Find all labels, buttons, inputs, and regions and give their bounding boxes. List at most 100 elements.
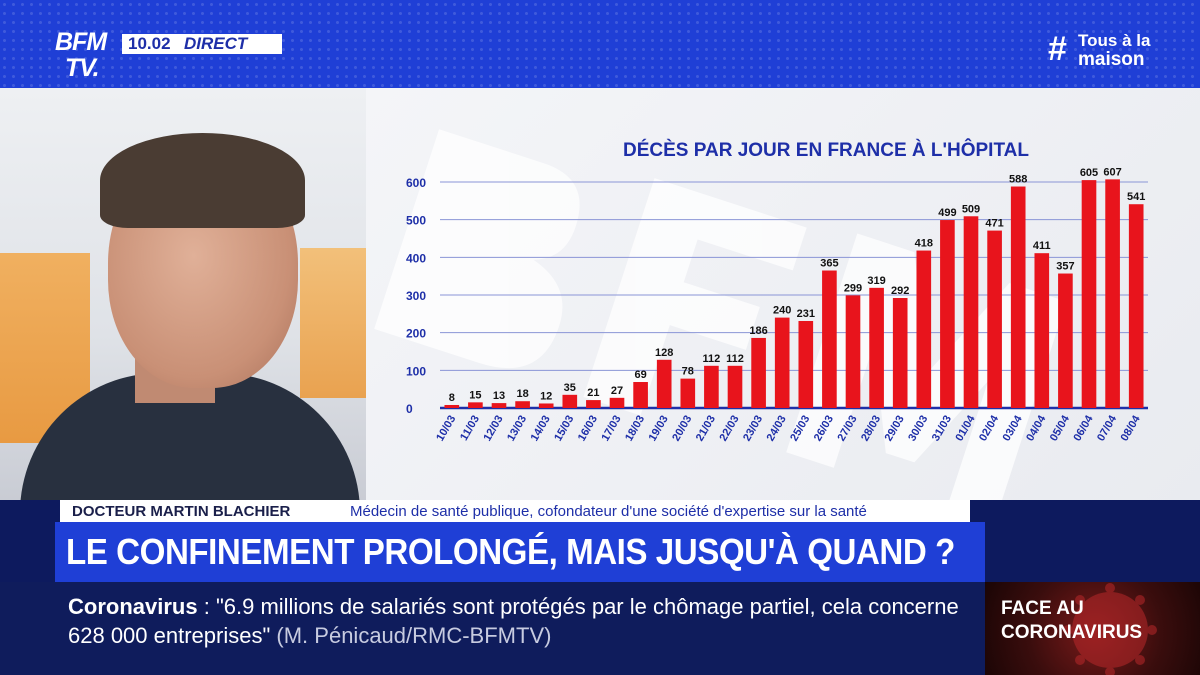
x-tick-label: 27/03 bbox=[835, 414, 859, 444]
x-tick-label: 14/03 bbox=[529, 414, 553, 444]
x-tick-label: 30/03 bbox=[906, 414, 930, 444]
data-label: 418 bbox=[915, 238, 933, 250]
data-label: 607 bbox=[1103, 166, 1121, 178]
bar bbox=[822, 270, 837, 408]
data-label: 112 bbox=[703, 353, 721, 365]
data-label: 35 bbox=[564, 382, 576, 394]
y-tick-label: 600 bbox=[406, 176, 426, 190]
bar bbox=[680, 378, 696, 408]
ticker-separator: : bbox=[197, 594, 216, 619]
news-ticker: Coronavirus : "6.9 millions de salariés … bbox=[0, 582, 985, 675]
y-tick-label: 200 bbox=[406, 327, 426, 341]
x-tick-label: 24/03 bbox=[765, 414, 789, 444]
x-tick-label: 04/04 bbox=[1024, 413, 1049, 444]
x-tick-label: 10/03 bbox=[434, 414, 458, 444]
x-tick-label: 25/03 bbox=[788, 414, 812, 444]
bar bbox=[1081, 180, 1097, 408]
bar bbox=[491, 403, 507, 408]
x-tick-label: 31/03 bbox=[930, 414, 954, 444]
x-tick-label: 20/03 bbox=[670, 414, 694, 444]
face-line1: FACE AU bbox=[1001, 598, 1084, 619]
guest-name: DOCTEUR MARTIN BLACHIER bbox=[72, 502, 291, 520]
data-label: 78 bbox=[682, 366, 694, 378]
chart-title: DÉCÈS PAR JOUR EN FRANCE À L'HÔPITAL bbox=[622, 140, 1029, 161]
virus-icon bbox=[1063, 583, 1157, 675]
data-label: 292 bbox=[891, 285, 909, 297]
data-label: 411 bbox=[1033, 240, 1051, 252]
data-label: 541 bbox=[1127, 191, 1145, 203]
data-label: 18 bbox=[516, 388, 528, 400]
logo-bottom: TV. bbox=[65, 54, 100, 82]
x-tick-label: 06/04 bbox=[1071, 413, 1096, 444]
data-label: 365 bbox=[820, 258, 838, 270]
bar bbox=[468, 402, 483, 408]
x-tick-label: 18/03 bbox=[623, 414, 647, 444]
bar bbox=[940, 220, 955, 408]
hashtag-icon: # bbox=[1048, 30, 1067, 68]
x-tick-label: 17/03 bbox=[599, 414, 623, 444]
data-label: 15 bbox=[469, 389, 481, 401]
x-tick-label: 22/03 bbox=[717, 414, 741, 444]
data-label: 186 bbox=[749, 325, 767, 337]
y-tick-label: 300 bbox=[406, 289, 426, 303]
bar bbox=[727, 365, 743, 408]
bar bbox=[609, 397, 625, 408]
guest-role: Médecin de santé publique, cofondateur d… bbox=[350, 502, 867, 520]
bar bbox=[751, 337, 766, 408]
ticker-quote: "6.9 millions de salariés sont protégés … bbox=[68, 594, 959, 648]
data-label: 499 bbox=[938, 207, 956, 219]
x-tick-label: 13/03 bbox=[505, 414, 529, 444]
bfmtv-logo: BFM TV. bbox=[55, 30, 111, 86]
face-line2: CORONAVIRUS bbox=[1001, 622, 1143, 643]
bar bbox=[633, 382, 648, 408]
guest-hair bbox=[100, 133, 305, 228]
data-label: 319 bbox=[867, 275, 885, 287]
x-tick-label: 19/03 bbox=[647, 414, 671, 444]
x-tick-label: 29/03 bbox=[883, 414, 907, 444]
data-label: 357 bbox=[1056, 261, 1074, 273]
data-label: 605 bbox=[1080, 167, 1098, 179]
data-label: 69 bbox=[634, 369, 646, 381]
data-label: 128 bbox=[655, 347, 673, 359]
top-banner: BFM TV. 10.02 DIRECT # Tous à la maison bbox=[0, 0, 1200, 88]
name-strap: DOCTEUR MARTIN BLACHIER Médecin de santé… bbox=[60, 500, 970, 522]
data-label: 12 bbox=[540, 390, 552, 402]
ticker-topic: Coronavirus bbox=[68, 594, 198, 619]
y-tick-label: 0 bbox=[406, 402, 413, 416]
bar bbox=[704, 365, 719, 408]
live-label: DIRECT bbox=[184, 34, 248, 53]
data-label: 231 bbox=[797, 308, 815, 320]
data-label: 13 bbox=[493, 390, 505, 402]
x-tick-label: 28/03 bbox=[859, 414, 883, 444]
bar bbox=[444, 404, 460, 408]
bar bbox=[515, 401, 530, 408]
y-tick-label: 100 bbox=[406, 364, 426, 378]
bar bbox=[1058, 273, 1073, 408]
data-label: 21 bbox=[587, 387, 599, 399]
x-tick-label: 12/03 bbox=[481, 414, 505, 444]
face-au-coronavirus-badge: FACE AU CORONAVIRUS bbox=[985, 582, 1200, 675]
guest-video-feed bbox=[0, 88, 366, 500]
y-tick-label: 500 bbox=[406, 214, 426, 228]
data-label: 27 bbox=[611, 385, 623, 397]
ticker-text: Coronavirus : "6.9 millions de salariés … bbox=[68, 592, 978, 650]
x-tick-label: 26/03 bbox=[812, 414, 836, 444]
x-tick-label: 16/03 bbox=[576, 414, 600, 444]
hashtag-badge: # Tous à la maison bbox=[1048, 30, 1158, 72]
bar bbox=[845, 295, 861, 408]
bar bbox=[963, 216, 979, 408]
x-tick-label: 15/03 bbox=[552, 414, 576, 444]
hashtag-line2: maison bbox=[1078, 49, 1145, 70]
headline-banner: LE CONFINEMENT PROLONGÉ, MAIS JUSQU'À QU… bbox=[55, 522, 985, 582]
live-badge: 10.02 DIRECT bbox=[122, 34, 282, 54]
headline-text: LE CONFINEMENT PROLONGÉ, MAIS JUSQU'À QU… bbox=[66, 531, 955, 572]
x-tick-label: 21/03 bbox=[694, 414, 718, 444]
x-tick-label: 02/04 bbox=[977, 413, 1002, 444]
bar bbox=[538, 403, 554, 408]
bar bbox=[1105, 179, 1120, 408]
x-tick-label: 23/03 bbox=[741, 414, 765, 444]
data-label: 240 bbox=[773, 305, 791, 317]
x-tick-label: 11/03 bbox=[458, 414, 482, 443]
x-tick-label: 07/04 bbox=[1095, 413, 1120, 444]
bar bbox=[916, 250, 932, 408]
